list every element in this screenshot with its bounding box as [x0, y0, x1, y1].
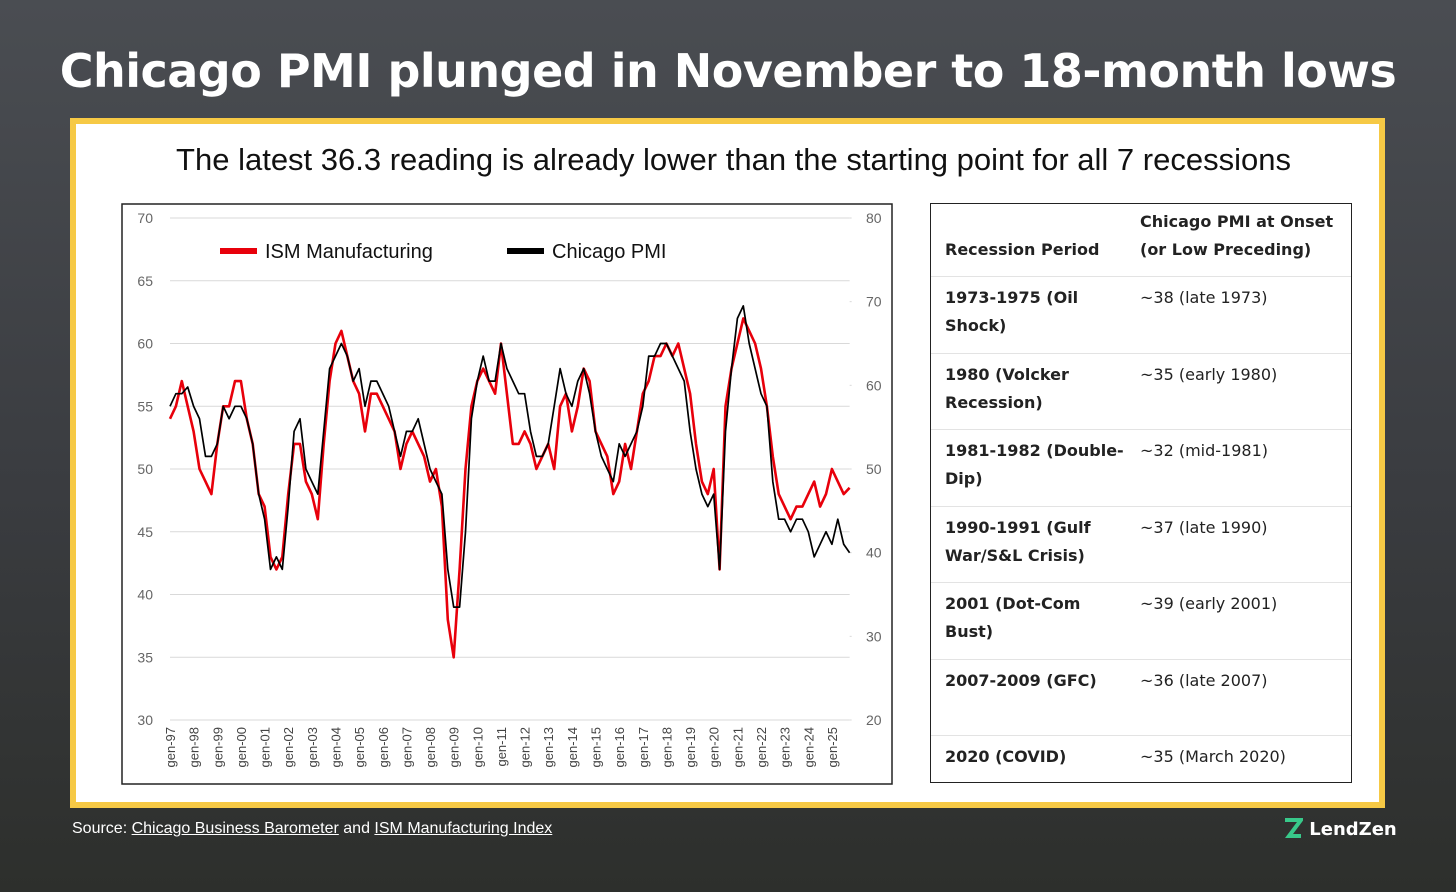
table-row: 1980 (Volcker Recession) ~35 (early 1980) — [931, 353, 1351, 430]
x-tick-label: gen-12 — [518, 727, 533, 767]
y-tick-label: 70 — [137, 210, 153, 226]
card: The latest 36.3 reading is already lower… — [70, 118, 1385, 808]
x-tick-label: gen-18 — [659, 727, 674, 767]
table-cell: 1981-1982 (Double-Dip) — [945, 441, 1124, 488]
y2-tick-label: 70 — [866, 294, 882, 310]
y2-tick-label: 80 — [866, 210, 882, 226]
brand-icon — [1285, 818, 1305, 838]
x-tick-label: gen-98 — [187, 727, 202, 767]
x-tick-label: gen-09 — [447, 727, 462, 767]
y-tick-label: 30 — [137, 712, 153, 728]
x-tick-label: gen-17 — [636, 727, 651, 767]
table-cell: ~36 (late 2007) — [1140, 670, 1268, 690]
source-label: Source: — [72, 820, 128, 837]
x-tick-label: gen-03 — [305, 727, 320, 767]
table-row: 2001 (Dot-Com Bust) ~39 (early 2001) — [931, 582, 1351, 660]
source-link[interactable]: ISM Manufacturing Index — [374, 820, 553, 837]
x-tick-label: gen-04 — [328, 727, 343, 767]
table-header: Recession Period Chicago PMI at Onset (o… — [931, 204, 1351, 277]
y-tick-label: 45 — [137, 524, 153, 540]
table-row: 2007-2009 (GFC) ~36 (late 2007) — [931, 659, 1351, 736]
y2-tick-label: 60 — [866, 377, 882, 393]
source-link[interactable]: Chicago Business Barometer — [131, 820, 339, 837]
legend-label: ISM Manufacturing — [265, 241, 433, 263]
x-tick-label: gen-06 — [376, 727, 391, 767]
x-tick-label: gen-15 — [589, 727, 604, 767]
legend-label: Chicago PMI — [552, 241, 667, 263]
x-tick-label: gen-02 — [281, 727, 296, 767]
x-tick-label: gen-11 — [494, 727, 509, 767]
y-tick-label: 60 — [137, 336, 153, 352]
y-tick-label: 40 — [137, 587, 153, 603]
x-tick-label: gen-05 — [352, 727, 367, 767]
x-tick-label: gen-23 — [778, 727, 793, 767]
table-row: 1973-1975 (Oil Shock) ~38 (late 1973) — [931, 276, 1351, 354]
y-tick-label: 35 — [137, 649, 153, 665]
brand: LendZen — [1283, 818, 1397, 840]
x-tick-label: gen-20 — [707, 727, 722, 767]
chart-title: The latest 36.3 reading is already lower… — [176, 142, 1291, 177]
x-tick-label: gen-25 — [825, 727, 840, 767]
x-tick-label: gen-01 — [258, 727, 273, 767]
x-tick-label: gen-19 — [683, 727, 698, 767]
table-cell: ~32 (mid-1981) — [1140, 441, 1269, 460]
y2-tick-label: 30 — [866, 628, 882, 644]
chart: 30 35 40 45 50 55 60 65 70 20 30 40 50 60 70 80 gen-97 ge… — [121, 203, 893, 785]
table-row: 2020 (COVID) ~35 (March 2020) — [931, 735, 1351, 812]
table-cell: 1990-1991 (Gulf War/S&L Crisis) — [945, 517, 1091, 565]
x-tick-label: gen-13 — [541, 727, 556, 767]
table-cell: ~39 (early 2001) — [1140, 594, 1278, 613]
x-tick-label: gen-14 — [565, 727, 580, 767]
table-cell: 2020 (COVID) — [945, 747, 1067, 766]
y-tick-label: 50 — [137, 461, 153, 477]
x-tick-label: gen-16 — [612, 727, 627, 767]
y-tick-label: 55 — [137, 398, 153, 414]
column-header: Chicago PMI at Onset (or Low Preceding) — [1140, 212, 1334, 259]
table-row: 1981-1982 (Double-Dip) ~32 (mid-1981) — [931, 429, 1351, 507]
table-cell: ~35 (March 2020) — [1140, 747, 1286, 766]
series-line — [169, 305, 851, 608]
table: Recession Period Chicago PMI at Onset (o… — [930, 203, 1352, 783]
y-tick-label: 65 — [137, 273, 153, 289]
x-tick-label: gen-21 — [730, 727, 745, 767]
x-tick-label: gen-10 — [470, 727, 485, 767]
column-header: Recession Period — [945, 240, 1100, 259]
x-tick-label: gen-22 — [754, 727, 769, 767]
y2-tick-label: 50 — [866, 461, 882, 477]
y2-tick-label: 20 — [866, 712, 882, 728]
source-joiner: and — [343, 820, 370, 837]
y2-tick-label: 40 — [866, 545, 882, 561]
series-line — [168, 317, 851, 659]
table-cell: ~35 (early 1980) — [1140, 364, 1278, 384]
x-tick-label: gen-07 — [399, 727, 414, 767]
table-cell: 2007-2009 (GFC) — [945, 670, 1097, 690]
table-cell: ~37 (late 1990) — [1140, 517, 1268, 537]
table-row: 1990-1991 (Gulf War/S&L Crisis) ~37 (late… — [931, 506, 1351, 583]
x-tick-label: gen-24 — [801, 727, 816, 767]
source: Source: Chicago Business Barometer and I… — [72, 820, 552, 838]
chart-frame — [121, 203, 893, 785]
table-cell: 1980 (Volcker Recession) — [945, 364, 1069, 412]
table-cell: 2001 (Dot-Com Bust) — [945, 594, 1081, 641]
x-tick-label: gen-08 — [423, 727, 438, 767]
x-tick-label: gen-00 — [234, 727, 249, 767]
table-cell: ~38 (late 1973) — [1140, 288, 1268, 307]
brand-name: LendZen — [1309, 819, 1397, 840]
x-tick-label: gen-97 — [163, 727, 178, 767]
page-title: Chicago PMI plunged in November to 18-mo… — [59, 44, 1397, 98]
x-tick-label: gen-99 — [210, 727, 225, 767]
table-cell: 1973-1975 (Oil Shock) — [945, 288, 1079, 335]
